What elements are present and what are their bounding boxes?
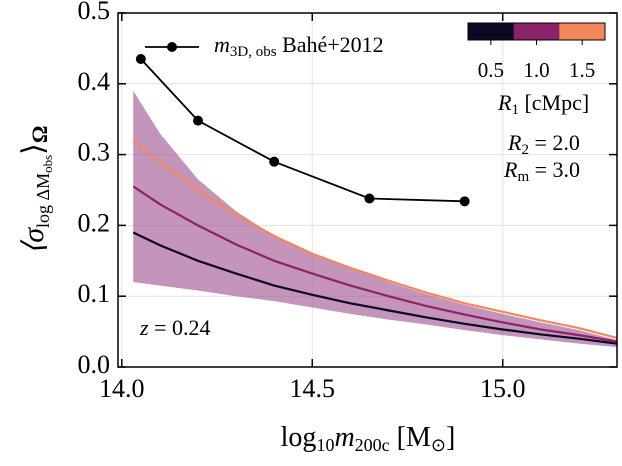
data-point <box>364 193 375 204</box>
scatter-band <box>133 90 618 348</box>
y-axis-label: ⟨σlog ΔMobs⟩Ω <box>17 126 55 255</box>
y-label-part: ⟩ <box>17 143 50 155</box>
annotation: Rm = 3.0 <box>503 157 580 185</box>
annotation-part: = 2.0 <box>529 130 580 155</box>
y-tick-label: 0.0 <box>78 350 111 379</box>
plot-frame <box>117 12 618 368</box>
legend-part: m <box>214 32 230 57</box>
annotation: R2 = 2.0 <box>507 130 580 158</box>
data-point <box>459 196 470 207</box>
x-label-part: 10 <box>316 435 334 455</box>
colorbar-tick-label: 1.5 <box>569 58 595 82</box>
data-point <box>269 156 280 167</box>
annotation-part: = 3.0 <box>529 157 580 182</box>
colorbar-label-part: R <box>497 90 512 115</box>
annotation-part: m <box>517 169 529 185</box>
plot-area <box>117 12 618 368</box>
legend-label: m3D, obs Bahé+2012 <box>214 32 384 60</box>
y-label-part: Ω <box>27 126 52 144</box>
y-label-part: ⟨σ <box>17 227 50 255</box>
y-tick-label: 0.4 <box>78 67 111 96</box>
colorbar-segment <box>468 23 515 40</box>
colorbar-segment <box>559 23 606 40</box>
series-line <box>132 139 618 340</box>
y-label-part: log ΔM <box>33 173 53 228</box>
colorbar-tick-label: 0.5 <box>478 58 504 82</box>
annotation-part: = 0.24 <box>149 315 211 340</box>
x-label-part: 200c <box>355 435 390 455</box>
colorbar-segment <box>513 23 560 40</box>
y-tick-label: 0.1 <box>78 279 111 308</box>
annotation: z = 0.24 <box>139 315 210 340</box>
annotation-part: R <box>503 157 518 182</box>
annotation-part: z <box>139 315 149 340</box>
series-line <box>132 185 618 343</box>
data-point <box>135 54 146 65</box>
colorbar-tick-label: 1.0 <box>523 58 549 82</box>
x-label-part: [M <box>390 422 431 453</box>
annotation-part: R <box>507 130 522 155</box>
x-label-part: m <box>334 422 354 453</box>
legend-part: Bahé+2012 <box>277 32 384 57</box>
colorbar-label-part: 1 <box>511 102 519 118</box>
x-tick-label: 15.0 <box>480 374 526 403</box>
y-tick-label: 0.3 <box>78 138 111 167</box>
x-tick-label: 14.5 <box>290 374 336 403</box>
x-label-part: ⊙ <box>431 435 446 455</box>
x-tick-label: 14.0 <box>99 374 145 403</box>
colorbar-label: R1 [cMpc] <box>497 90 589 118</box>
annotation-part: 2 <box>521 142 529 158</box>
colorbar-label-part: [cMpc] <box>519 90 589 115</box>
x-label-part: ] <box>446 422 455 453</box>
x-label-part: log <box>281 422 317 453</box>
legend-part: 3D, obs <box>230 44 277 60</box>
x-axis-label: log10m200c [M⊙] <box>281 422 456 455</box>
y-tick-label: 0.2 <box>78 208 111 237</box>
series-line <box>132 231 618 345</box>
y-label-part: obs <box>40 155 55 173</box>
y-tick-label: 0.5 <box>78 0 111 25</box>
legend-marker <box>167 42 177 52</box>
data-point <box>192 115 203 126</box>
